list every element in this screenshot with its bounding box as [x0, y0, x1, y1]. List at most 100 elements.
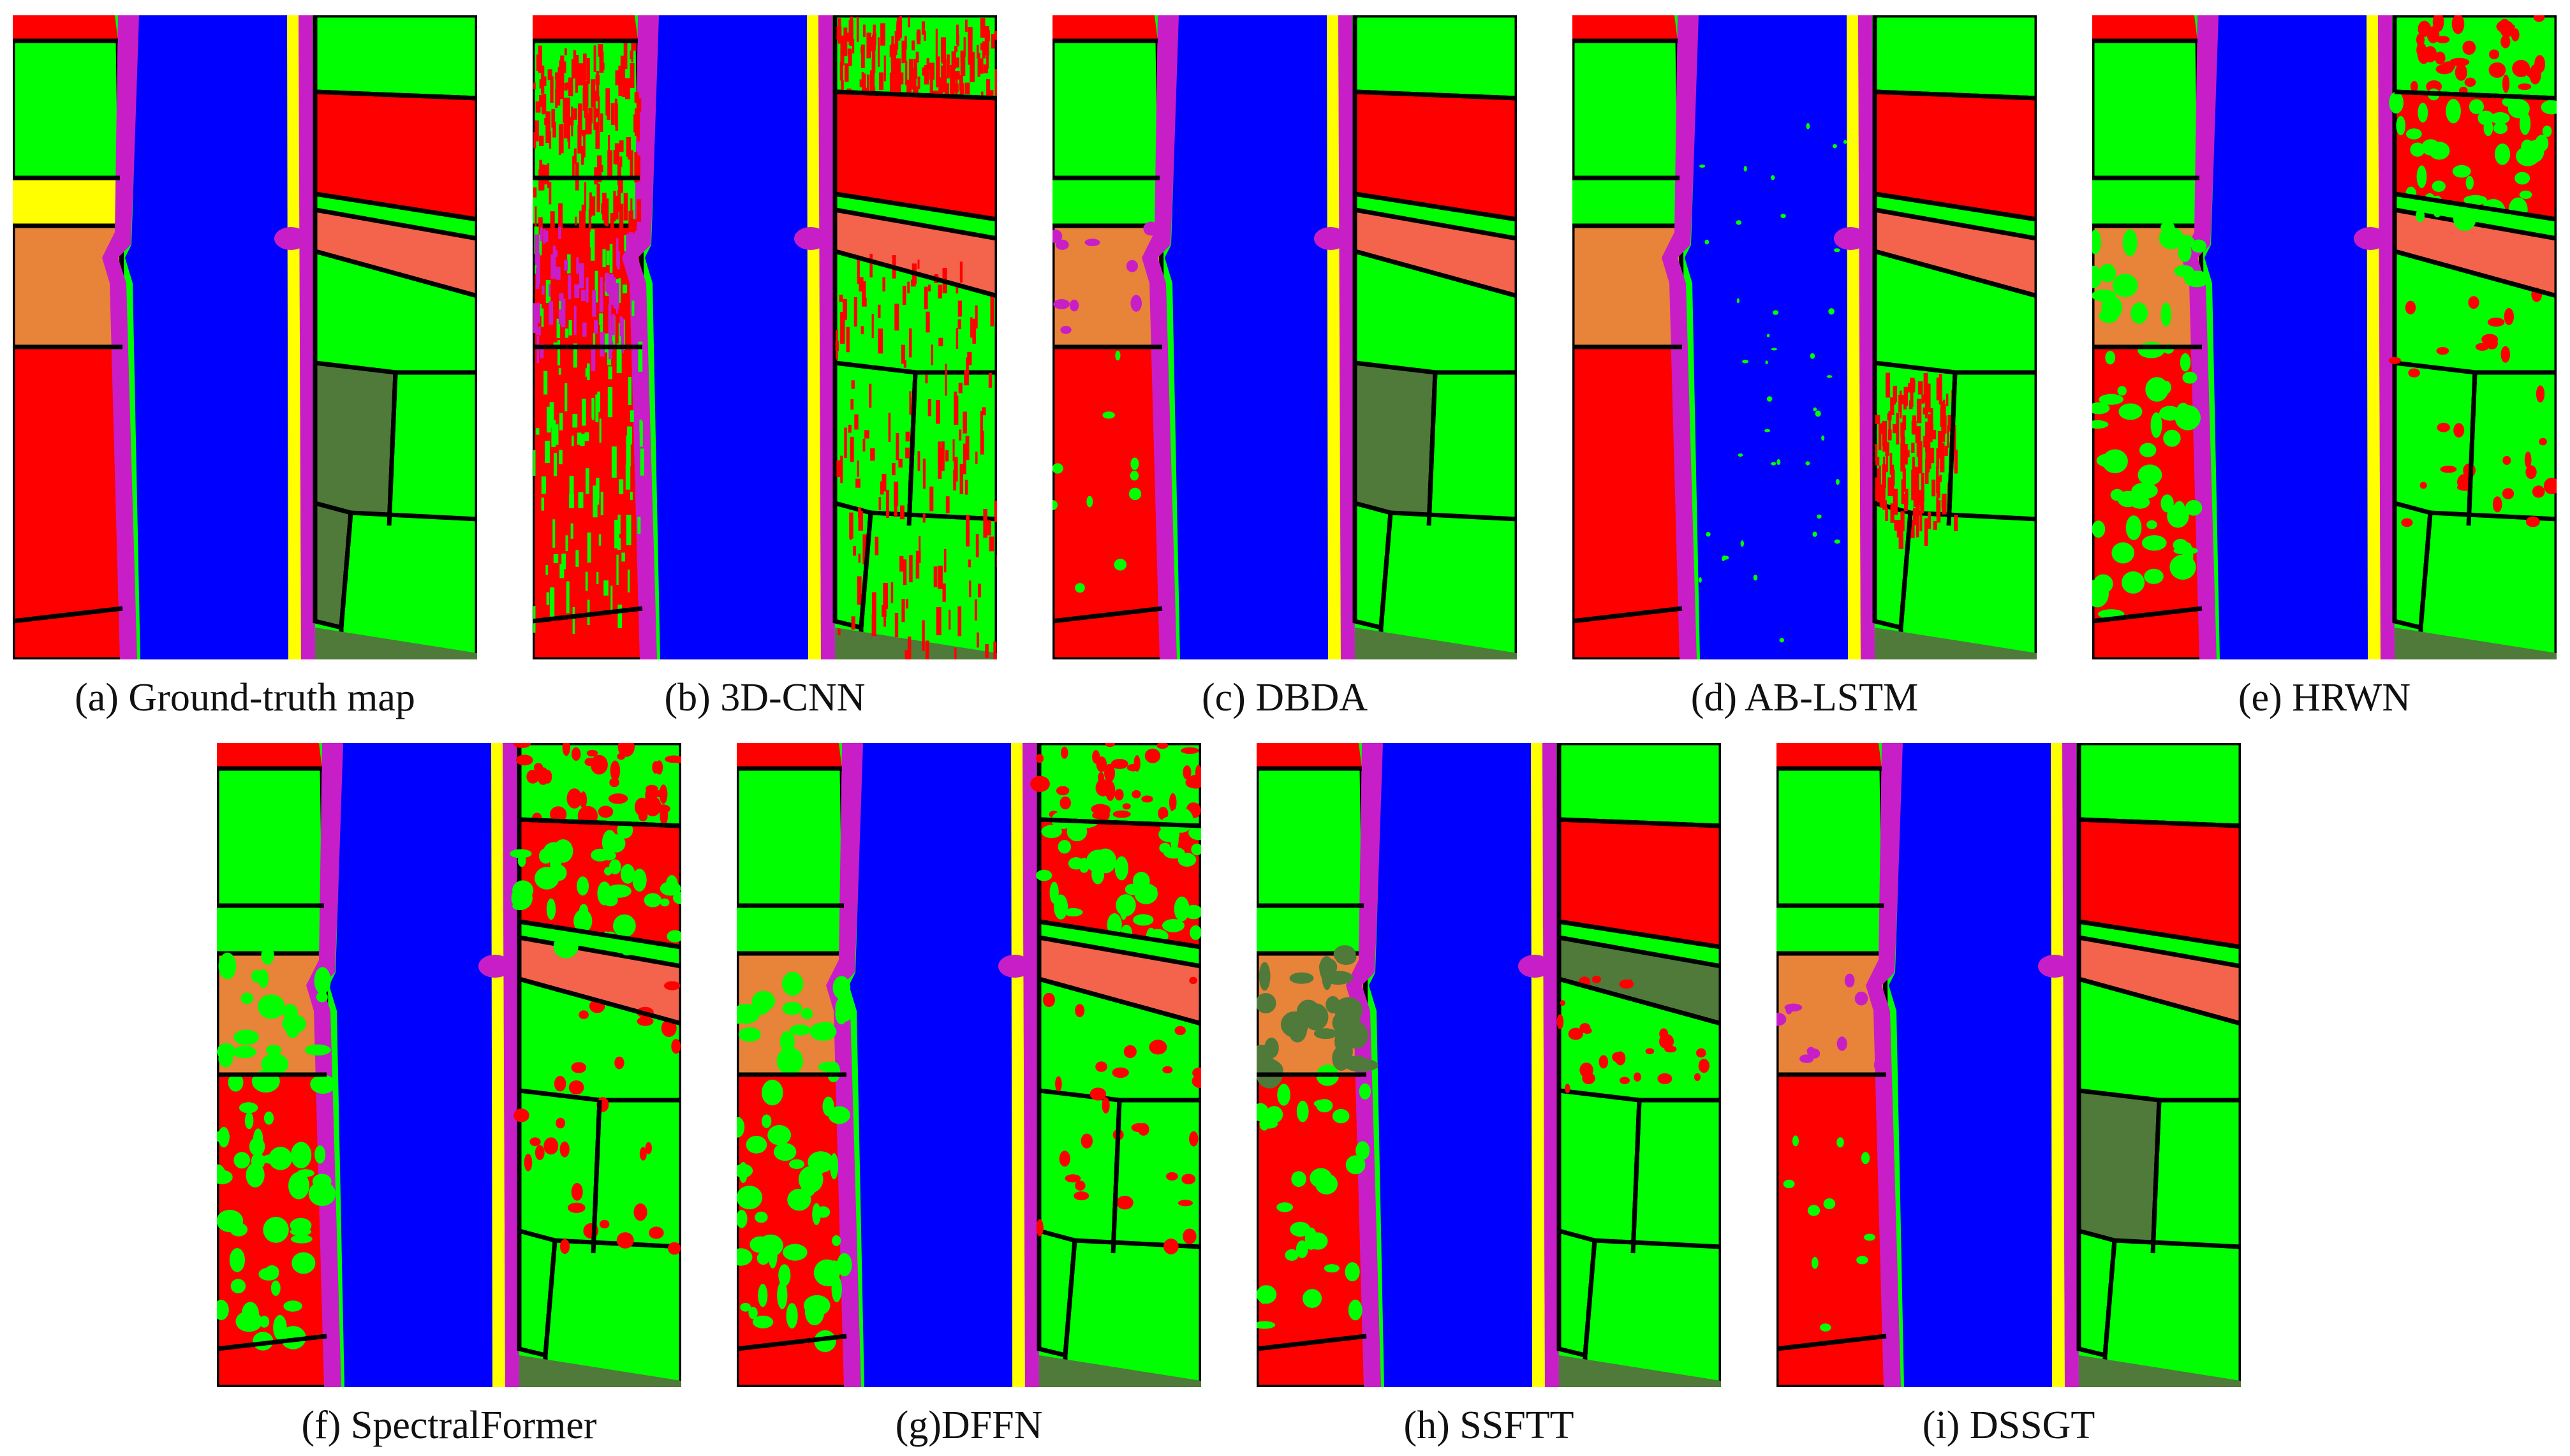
misclassified-blob: [1799, 1054, 1814, 1063]
misclassified-blob: [2160, 221, 2175, 233]
misclassified-streak: [839, 62, 843, 81]
misclassified-blob: [1130, 295, 1142, 312]
misclassified-blob: [1257, 1045, 1274, 1069]
misclassified-streak: [956, 285, 959, 294]
misclassified-streak: [543, 230, 549, 242]
misclassified-blob: [2092, 520, 2106, 538]
map-canvas: [1572, 15, 2037, 659]
misclassified-streak: [1903, 444, 1908, 465]
misclassified-blob: [790, 1024, 811, 1036]
misclassified-blob: [2536, 385, 2545, 403]
classification-map: [1257, 743, 1721, 1387]
field-boundary: [533, 606, 643, 624]
misclassified-blob: [610, 760, 621, 781]
misclassified-blob: [1036, 1219, 1044, 1237]
field-yellow: [1052, 178, 1161, 226]
misclassified-streak: [634, 162, 640, 175]
field-orange: [1776, 951, 1889, 1077]
misclassified-blob: [2176, 235, 2195, 249]
misclassified-blob: [737, 1164, 753, 1178]
field-boundary: [1052, 606, 1163, 624]
road-embankment: [1338, 15, 1355, 659]
misclassified-streak: [611, 314, 615, 335]
field-boundary: [1946, 372, 1958, 526]
misclassified-blob: [1812, 1257, 1819, 1269]
misclassified-blob: [2468, 296, 2479, 309]
misclassified-blob: [1056, 786, 1070, 795]
misclassified-blob: [2493, 122, 2508, 134]
misclassified-blob: [1568, 1027, 1583, 1040]
misclassified-streak: [977, 632, 979, 648]
misclassified-streak: [970, 317, 973, 338]
misclassified-streak: [1946, 393, 1949, 406]
misclassified-streak: [889, 72, 894, 102]
river: [645, 15, 808, 659]
misclassified-blob: [2465, 175, 2474, 190]
misclassified-streak: [626, 515, 631, 545]
misclassified-blob: [832, 1235, 841, 1246]
field-boundary: [2394, 191, 2557, 222]
misclassified-blob: [619, 938, 636, 956]
misclassified-blob: [1054, 894, 1068, 920]
misclassified-blob: [1699, 165, 1706, 168]
misclassified-streak: [1927, 414, 1933, 443]
misclassified-streak: [846, 33, 851, 42]
field-salmon: [2076, 934, 2241, 1026]
field-olive: [1039, 1355, 1201, 1387]
misclassified-blob: [1149, 1040, 1167, 1055]
misclassified-blob: [1779, 638, 1784, 643]
field-red: [1776, 1072, 1889, 1351]
misclassified-blob: [1075, 1004, 1085, 1017]
misclassified-blob: [1114, 788, 1124, 801]
field-green: [1052, 38, 1162, 180]
misclassified-streak: [980, 43, 984, 50]
misclassified-blob: [620, 864, 635, 884]
field-green: [1630, 1098, 1721, 1256]
misclassified-streak: [975, 452, 978, 464]
field-boundary: [339, 512, 353, 628]
misclassified-streak: [862, 87, 868, 115]
misclassified-blob: [2408, 368, 2420, 378]
misclassified-streak: [843, 298, 847, 320]
misclassified-streak: [909, 391, 912, 415]
misclassified-blob: [1092, 811, 1105, 820]
misclassified-blob: [1834, 248, 1840, 253]
misclassified-streak: [854, 414, 859, 430]
misclassified-streak: [1919, 490, 1921, 506]
misclassified-streak: [1900, 436, 1905, 450]
misclassified-streak: [606, 274, 609, 283]
misclassified-blob: [1704, 239, 1710, 245]
misclassified-streak: [840, 455, 843, 483]
misclassified-blob: [1052, 230, 1063, 243]
misclassified-streak: [886, 490, 889, 518]
misclassified-blob: [2092, 230, 2101, 254]
field-salmon: [517, 934, 681, 1026]
field-boundary: [1874, 191, 2037, 222]
misclassified-streak: [922, 620, 925, 651]
misclassified-streak: [543, 371, 548, 395]
misclassified-blob: [1288, 1015, 1308, 1043]
misclassified-streak: [964, 370, 969, 386]
misclassified-streak: [549, 131, 552, 149]
field-boundary: [2466, 372, 2478, 526]
misclassified-streak: [538, 217, 543, 232]
misclassified-streak: [1887, 429, 1892, 441]
misclassified-blob: [2182, 542, 2194, 571]
misclassified-blob: [232, 1045, 256, 1059]
misclassified-blob: [280, 1326, 306, 1349]
misclassified-blob: [1319, 956, 1334, 982]
misclassified-streak: [545, 111, 550, 143]
misclassified-streak: [605, 198, 609, 226]
misclassified-streak: [634, 92, 639, 103]
misclassified-streak: [618, 323, 622, 353]
misclassified-blob: [1178, 1200, 1193, 1207]
misclassified-streak: [1916, 399, 1922, 423]
field-boundary: [1898, 512, 1913, 628]
misclassified-streak: [563, 98, 567, 123]
misclassified-blob: [2410, 80, 2418, 92]
field-green: [387, 370, 477, 528]
misclassified-streak: [848, 50, 852, 66]
misclassified-blob: [568, 1080, 584, 1095]
misclassified-streak: [604, 333, 609, 353]
misclassified-blob: [1740, 540, 1744, 547]
